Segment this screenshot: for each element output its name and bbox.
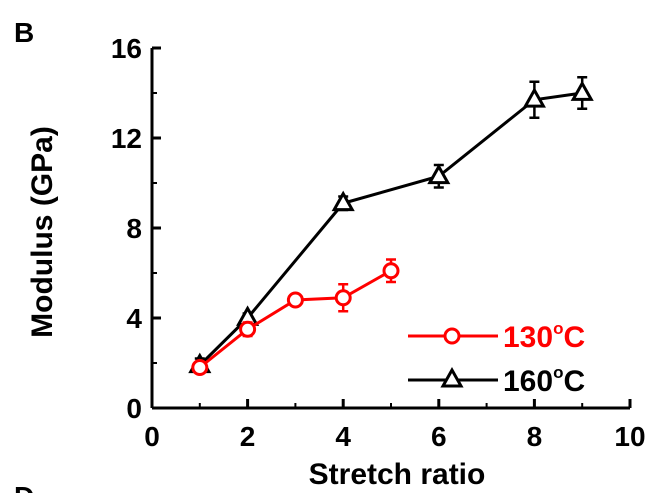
- x-axis-label: Stretch ratio: [309, 458, 486, 491]
- data-point: [522, 87, 546, 108]
- legend-label-value: 130: [503, 321, 553, 354]
- y-tick-label: 16: [111, 33, 142, 64]
- plot-area: 0 2 4 6 8 10 0 4 8 12 16: [111, 33, 646, 452]
- x-tick-label: 10: [614, 421, 645, 452]
- y-axis-label: Modulus (GPa): [26, 126, 59, 338]
- x-tick-label: 0: [144, 421, 160, 452]
- legend-label: 130oC: [503, 319, 585, 354]
- legend-label-value: 160: [503, 365, 553, 398]
- data-point: [191, 359, 209, 376]
- panel-label: B: [14, 17, 34, 48]
- legend-marker: [443, 327, 461, 345]
- legend-label-degree: o: [553, 319, 563, 338]
- series-line: [198, 269, 392, 369]
- legend-marker: [440, 366, 464, 388]
- legend-label-unit: C: [563, 321, 585, 354]
- x-tick-label: 8: [527, 421, 543, 452]
- x-tick-label: 2: [240, 421, 256, 452]
- y-tick-label: 0: [126, 393, 142, 424]
- next-panel-label: D: [14, 481, 34, 493]
- y-tick-label: 8: [126, 213, 142, 244]
- data-point: [382, 262, 400, 280]
- legend-label: 160oC: [503, 363, 585, 398]
- x-tick-label: 6: [431, 421, 447, 452]
- data-point: [427, 163, 451, 185]
- data-point: [570, 80, 594, 101]
- y-tick-label: 4: [126, 303, 142, 334]
- data-point: [286, 291, 304, 309]
- legend-label-degree: o: [553, 363, 563, 382]
- data-point: [239, 320, 257, 338]
- data-point: [331, 190, 355, 212]
- series-130: [191, 258, 400, 376]
- legend-label-unit: C: [563, 365, 585, 398]
- data-point: [334, 289, 352, 307]
- y-tick-label: 12: [111, 123, 142, 154]
- x-tick-label: 4: [335, 421, 351, 452]
